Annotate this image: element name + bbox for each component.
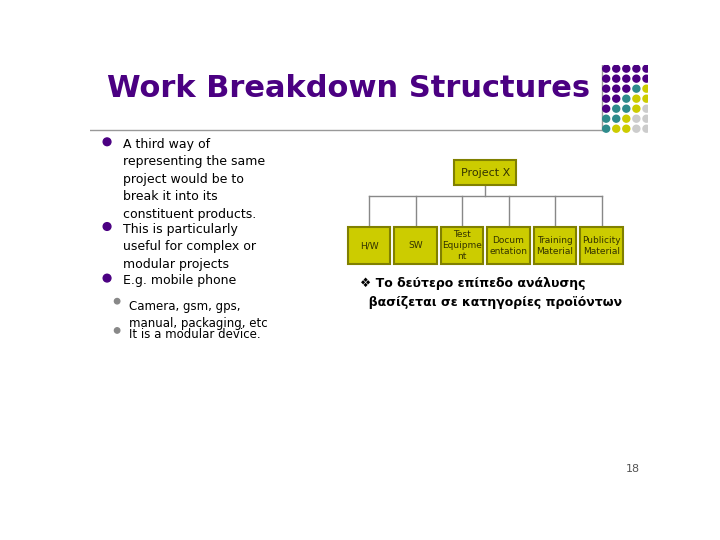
Circle shape <box>643 125 650 132</box>
Circle shape <box>613 125 620 132</box>
Text: SW: SW <box>408 241 423 250</box>
Circle shape <box>603 95 610 102</box>
Circle shape <box>603 125 610 132</box>
Circle shape <box>623 115 630 122</box>
Circle shape <box>633 95 640 102</box>
FancyBboxPatch shape <box>580 227 623 264</box>
Circle shape <box>623 75 630 82</box>
Circle shape <box>643 115 650 122</box>
Circle shape <box>103 274 111 282</box>
Circle shape <box>613 95 620 102</box>
FancyBboxPatch shape <box>534 227 576 264</box>
Circle shape <box>603 75 610 82</box>
Text: It is a modular device.: It is a modular device. <box>129 328 261 341</box>
Circle shape <box>103 138 111 146</box>
Circle shape <box>643 65 650 72</box>
Circle shape <box>603 115 610 122</box>
FancyBboxPatch shape <box>454 160 516 185</box>
Circle shape <box>643 85 650 92</box>
FancyBboxPatch shape <box>441 227 483 264</box>
Text: E.g. mobile phone: E.g. mobile phone <box>122 274 236 287</box>
Circle shape <box>633 75 640 82</box>
Circle shape <box>623 95 630 102</box>
FancyBboxPatch shape <box>487 227 530 264</box>
Circle shape <box>643 95 650 102</box>
Circle shape <box>643 75 650 82</box>
Circle shape <box>623 65 630 72</box>
Text: 18: 18 <box>626 464 640 475</box>
Circle shape <box>633 85 640 92</box>
Circle shape <box>114 328 120 333</box>
Text: ❖ Το δεύτερο επίπεδο ανάλυσης
  βασίζεται σε κατηγορίες προϊόντων: ❖ Το δεύτερο επίπεδο ανάλυσης βασίζεται … <box>360 276 622 308</box>
Circle shape <box>633 105 640 112</box>
Circle shape <box>623 85 630 92</box>
Text: Publicity
Material: Publicity Material <box>582 235 621 256</box>
Circle shape <box>623 105 630 112</box>
Circle shape <box>633 115 640 122</box>
Circle shape <box>633 125 640 132</box>
Circle shape <box>613 75 620 82</box>
Text: H/W: H/W <box>360 241 378 250</box>
Circle shape <box>613 115 620 122</box>
Circle shape <box>103 222 111 231</box>
Text: Project X: Project X <box>461 167 510 178</box>
Text: This is particularly
useful for complex or
modular projects: This is particularly useful for complex … <box>122 222 256 271</box>
Circle shape <box>633 65 640 72</box>
Circle shape <box>643 105 650 112</box>
Circle shape <box>613 65 620 72</box>
Circle shape <box>114 299 120 304</box>
Circle shape <box>603 85 610 92</box>
Text: A third way of
representing the same
project would be to
break it into its
const: A third way of representing the same pro… <box>122 138 265 221</box>
Text: Test
Equipme
nt: Test Equipme nt <box>442 230 482 261</box>
Text: Camera, gsm, gps,
manual, packaging, etc: Camera, gsm, gps, manual, packaging, etc <box>129 300 267 329</box>
Circle shape <box>603 105 610 112</box>
Circle shape <box>623 125 630 132</box>
Text: Work Breakdown Structures: Work Breakdown Structures <box>107 74 590 103</box>
Circle shape <box>613 85 620 92</box>
FancyBboxPatch shape <box>348 227 390 264</box>
Text: Training
Material: Training Material <box>536 235 574 256</box>
Circle shape <box>613 105 620 112</box>
FancyBboxPatch shape <box>394 227 437 264</box>
Text: Docum
entation: Docum entation <box>490 235 528 256</box>
Circle shape <box>603 65 610 72</box>
